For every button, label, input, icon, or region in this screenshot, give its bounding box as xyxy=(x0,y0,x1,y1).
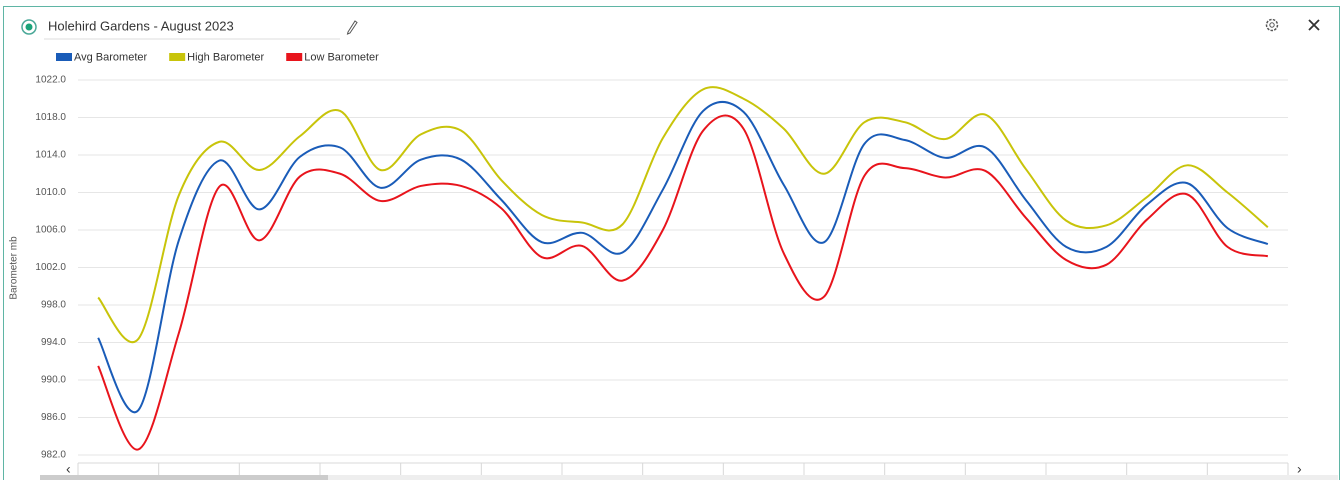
legend-label: High Barometer xyxy=(187,51,264,63)
series-line xyxy=(97,86,1269,343)
y-tick-label: 990.0 xyxy=(41,375,66,386)
x-axis xyxy=(77,462,1289,475)
y-tick-label: 1018.0 xyxy=(35,112,66,123)
status-icon[interactable] xyxy=(21,19,37,35)
y-tick-label: 1022.0 xyxy=(35,75,66,86)
y-tick-label: 998.0 xyxy=(41,300,66,311)
edit-icon[interactable] xyxy=(346,20,358,35)
series-line xyxy=(97,114,1269,451)
y-tick-label: 994.0 xyxy=(41,337,66,348)
settings-icon[interactable] xyxy=(1265,18,1279,32)
close-icon[interactable] xyxy=(1308,19,1320,31)
series-line xyxy=(97,100,1269,414)
status-dot xyxy=(25,23,33,31)
legend-swatch xyxy=(286,53,303,61)
legend-label: Low Barometer xyxy=(304,51,379,63)
legend-label: Avg Barometer xyxy=(74,51,148,63)
scrollbar-thumb[interactable] xyxy=(40,475,328,480)
scroll-left[interactable]: ‹ xyxy=(66,461,71,477)
y-tick-label: 1010.0 xyxy=(35,187,66,198)
y-tick-label: 982.0 xyxy=(41,450,66,461)
y-axis-label: Barometer mb xyxy=(9,236,20,300)
scroll-right[interactable]: › xyxy=(1297,461,1302,477)
y-tick-label: 1014.0 xyxy=(35,150,66,161)
panel-border xyxy=(3,6,1340,480)
legend-swatch xyxy=(56,53,72,61)
y-tick-label: 1002.0 xyxy=(35,262,66,273)
y-tick-label: 1006.0 xyxy=(35,225,66,236)
chart-title: Holehird Gardens - August 2023 xyxy=(48,18,234,33)
y-tick-label: 986.0 xyxy=(41,412,66,423)
scrollbar-track[interactable] xyxy=(328,475,1338,480)
legend-swatch xyxy=(169,53,186,61)
